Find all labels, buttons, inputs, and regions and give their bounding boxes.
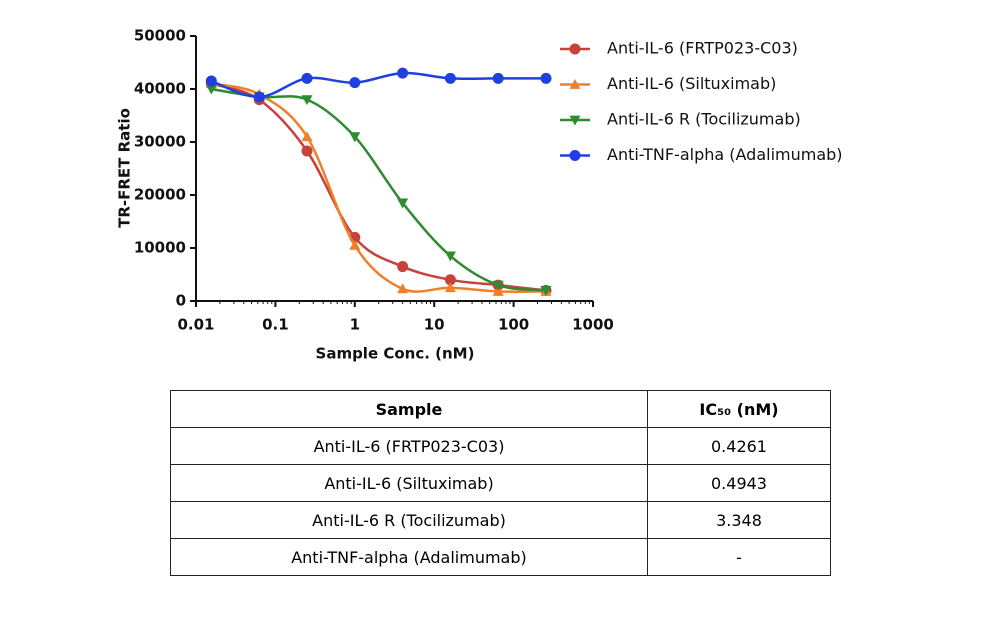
point xyxy=(397,261,409,273)
point xyxy=(492,280,504,291)
table-row: Anti-TNF-alpha (Adalimumab) - xyxy=(170,538,831,576)
curve xyxy=(211,87,547,292)
header-cell: Sample xyxy=(170,390,648,428)
point xyxy=(301,95,313,106)
x-tick-label: 0.1 xyxy=(262,316,289,334)
y-tick-label: 30000 xyxy=(134,133,186,151)
table-cell: 0.4943 xyxy=(647,464,831,502)
table-cell: 3.348 xyxy=(647,501,831,539)
y-axis-label: TR-FRET Ratio xyxy=(116,108,134,228)
x-tick-label: 0.01 xyxy=(177,316,214,334)
point xyxy=(492,72,504,84)
point xyxy=(444,274,456,286)
x-tick-label: 100 xyxy=(498,316,529,334)
point xyxy=(205,84,217,95)
legend-marker xyxy=(569,115,581,126)
x-tick-label: 1000 xyxy=(572,316,614,334)
legend-label: Anti-IL-6 R (Tocilizumab) xyxy=(607,110,801,129)
point xyxy=(301,131,313,142)
y-tick-label: 20000 xyxy=(134,186,186,204)
x-tick-label: 1 xyxy=(350,316,360,334)
point xyxy=(444,72,456,84)
table-cell: Anti-IL-6 R (Tocilizumab) xyxy=(170,501,648,539)
y-tick-label: 10000 xyxy=(134,239,186,257)
legend-marker xyxy=(569,43,581,55)
point xyxy=(540,286,552,296)
point xyxy=(444,251,456,262)
table-cell: Anti-IL-6 (FRTP023-C03) xyxy=(170,427,648,465)
header-row: Sample IC₅₀ (nM) xyxy=(170,390,831,428)
table-cell: Anti-IL-6 (Siltuximab) xyxy=(170,464,648,502)
table-row: Anti-IL-6 R (Tocilizumab) 3.348 xyxy=(170,501,831,539)
table-row: Anti-IL-6 (Siltuximab) 0.4943 xyxy=(170,464,831,502)
ic50-table: Sample IC₅₀ (nM) Anti-IL-6 (FRTP023-C03)… xyxy=(170,390,831,576)
point xyxy=(540,72,552,84)
point xyxy=(349,77,361,89)
point xyxy=(444,282,456,293)
table-body: Anti-IL-6 (FRTP023-C03) 0.4261 Anti-IL-6 (… xyxy=(170,427,831,576)
point xyxy=(397,283,409,294)
point xyxy=(253,91,265,103)
point xyxy=(492,285,504,296)
table-cell: Anti-TNF-alpha (Adalimumab) xyxy=(170,538,648,576)
legend-marker xyxy=(569,150,581,161)
point xyxy=(205,75,217,87)
point xyxy=(397,67,409,79)
point xyxy=(397,198,409,209)
point xyxy=(349,239,361,250)
table-cell: 0.4261 xyxy=(647,427,831,465)
x-tick-label: 10 xyxy=(424,316,445,334)
y-tick-label: 40000 xyxy=(134,80,186,98)
curve xyxy=(210,82,547,292)
curve xyxy=(211,82,547,293)
chart: TR-FRET Ratio Sample Conc. (nM) 0 10000 20… xyxy=(116,27,843,363)
y-tick-label: 0 xyxy=(176,292,186,310)
legend-label: Anti-TNF-alpha (Adalimumab) xyxy=(607,145,843,164)
point xyxy=(301,145,313,157)
header-cell: IC₅₀ (nM) xyxy=(647,390,831,428)
legend-label: Anti-IL-6 (Siltuximab) xyxy=(607,74,776,93)
point xyxy=(301,72,313,84)
legend-marker xyxy=(569,79,581,89)
legend-label: Anti-IL-6 (FRTP023-C03) xyxy=(607,39,798,58)
y-tick-label: 50000 xyxy=(134,27,186,45)
x-axis-label: Sample Conc. (nM) xyxy=(316,345,475,363)
table-cell: - xyxy=(647,538,831,576)
table-row: Anti-IL-6 (FRTP023-C03) 0.4261 xyxy=(170,427,831,465)
point xyxy=(349,132,361,143)
